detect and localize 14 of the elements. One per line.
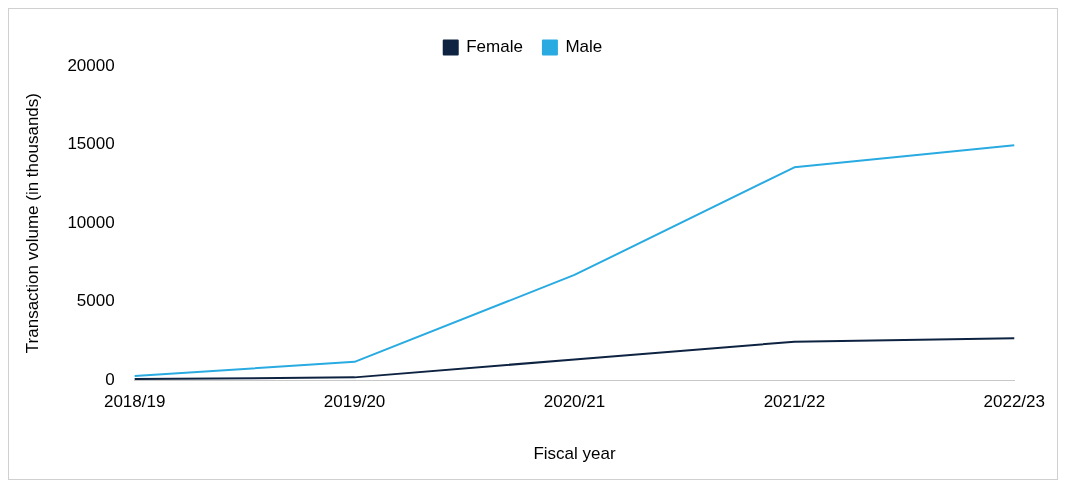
y-tick-label: 15000 bbox=[67, 134, 115, 154]
x-tick-label: 2020/21 bbox=[543, 392, 606, 412]
y-axis-title: Transaction volume (in thousands) bbox=[22, 93, 42, 354]
x-tick-label: 2019/20 bbox=[323, 392, 386, 412]
y-tick-label: 5000 bbox=[76, 291, 115, 311]
x-tick-label: 2021/22 bbox=[763, 392, 826, 412]
y-tick-label: 0 bbox=[105, 369, 115, 389]
legend-label: Female bbox=[466, 37, 523, 57]
legend-label: Male bbox=[565, 37, 603, 57]
x-tick-label: 2022/23 bbox=[983, 392, 1045, 412]
x-tick-label: 2018/19 bbox=[103, 392, 166, 412]
y-tick-label: 10000 bbox=[67, 212, 115, 232]
y-tick-label: 20000 bbox=[67, 55, 115, 75]
x-axis-title: Fiscal year bbox=[533, 444, 616, 464]
